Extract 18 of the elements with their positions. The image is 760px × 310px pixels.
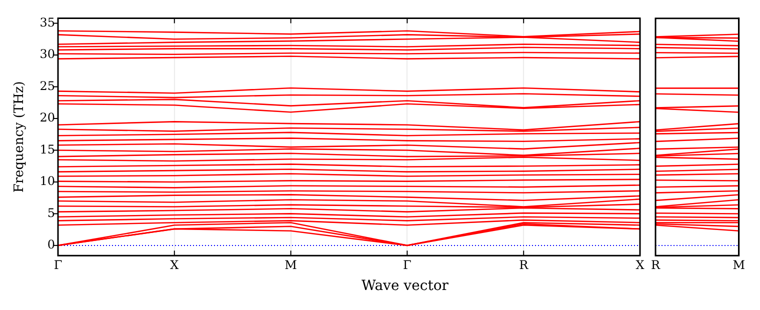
x-axis-title: Wave vector — [360, 278, 450, 294]
x-tick-label: R — [519, 258, 530, 272]
y-tick-label: 10 — [40, 174, 55, 188]
x-tick-label: Γ — [54, 258, 62, 272]
x-tick-label: M — [732, 258, 746, 272]
y-tick-label: 15 — [40, 142, 55, 156]
x-tick-label: R — [650, 258, 661, 272]
x-tick-label: X — [170, 258, 180, 272]
y-tick-label: 25 — [40, 78, 55, 93]
x-tick-label: M — [284, 258, 297, 272]
y-tick-label: 30 — [40, 47, 55, 62]
y-axis-title: Frequency (THz) — [12, 81, 28, 193]
x-tick-label: X — [636, 258, 645, 272]
x-tick-label: Γ — [403, 258, 412, 272]
y-tick-label: 35 — [40, 15, 55, 30]
y-tick-label: 20 — [40, 110, 55, 125]
y-tick-label: 0 — [47, 238, 55, 252]
y-tick-label: 5 — [47, 206, 55, 220]
